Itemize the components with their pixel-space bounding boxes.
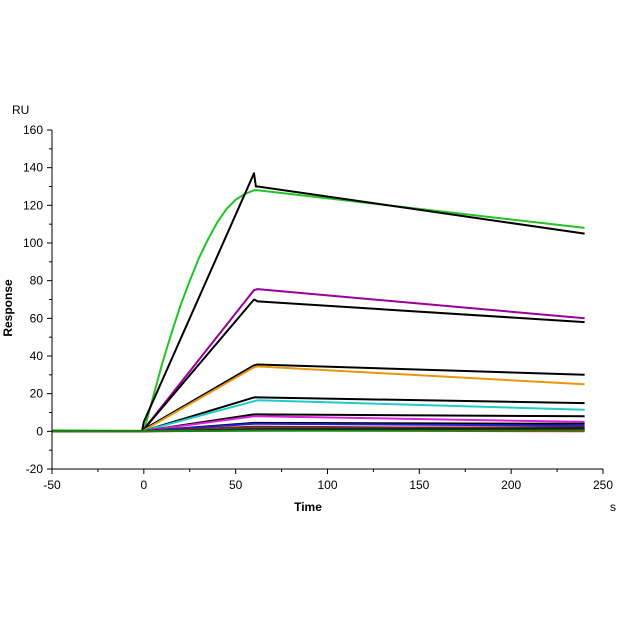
series-line-18 <box>52 429 585 433</box>
x-ticks: -50 0 50 100 150 200 250 <box>43 469 613 492</box>
x-tick-label: 100 <box>317 478 337 492</box>
sensorgram-curves <box>51 172 585 433</box>
y-tick-label: 140 <box>23 161 43 175</box>
y-ticks: -20 0 20 40 60 80 100 120 140 160 <box>23 123 52 476</box>
x-tick-label: 50 <box>229 478 243 492</box>
y-tick-label: 120 <box>23 198 43 212</box>
x-axis-title: Time <box>294 500 322 514</box>
x-unit-label: s <box>610 500 616 514</box>
y-tick-label: 60 <box>30 311 44 325</box>
x-tick-label: 250 <box>593 478 613 492</box>
y-tick-label: 20 <box>30 387 44 401</box>
y-unit-label: RU <box>12 103 29 117</box>
y-tick-label: -20 <box>26 462 44 476</box>
x-tick-label: 0 <box>140 478 147 492</box>
x-tick-label: 150 <box>409 478 429 492</box>
y-axis-title: Response <box>1 279 15 337</box>
y-tick-label: 0 <box>36 424 43 438</box>
series-line-4 <box>52 298 585 433</box>
series-line-2 <box>52 172 585 433</box>
axes: -20 0 20 40 60 80 100 120 140 160 -50 0 50 100 150 200… <box>23 123 613 492</box>
y-tick-label: 160 <box>23 123 43 137</box>
series-line-3 <box>52 288 585 433</box>
y-tick-label: 80 <box>30 274 44 288</box>
y-tick-label: 40 <box>30 349 44 363</box>
x-tick-label: 200 <box>501 478 521 492</box>
y-tick-label: 100 <box>23 236 43 250</box>
x-tick-label: -50 <box>43 478 61 492</box>
